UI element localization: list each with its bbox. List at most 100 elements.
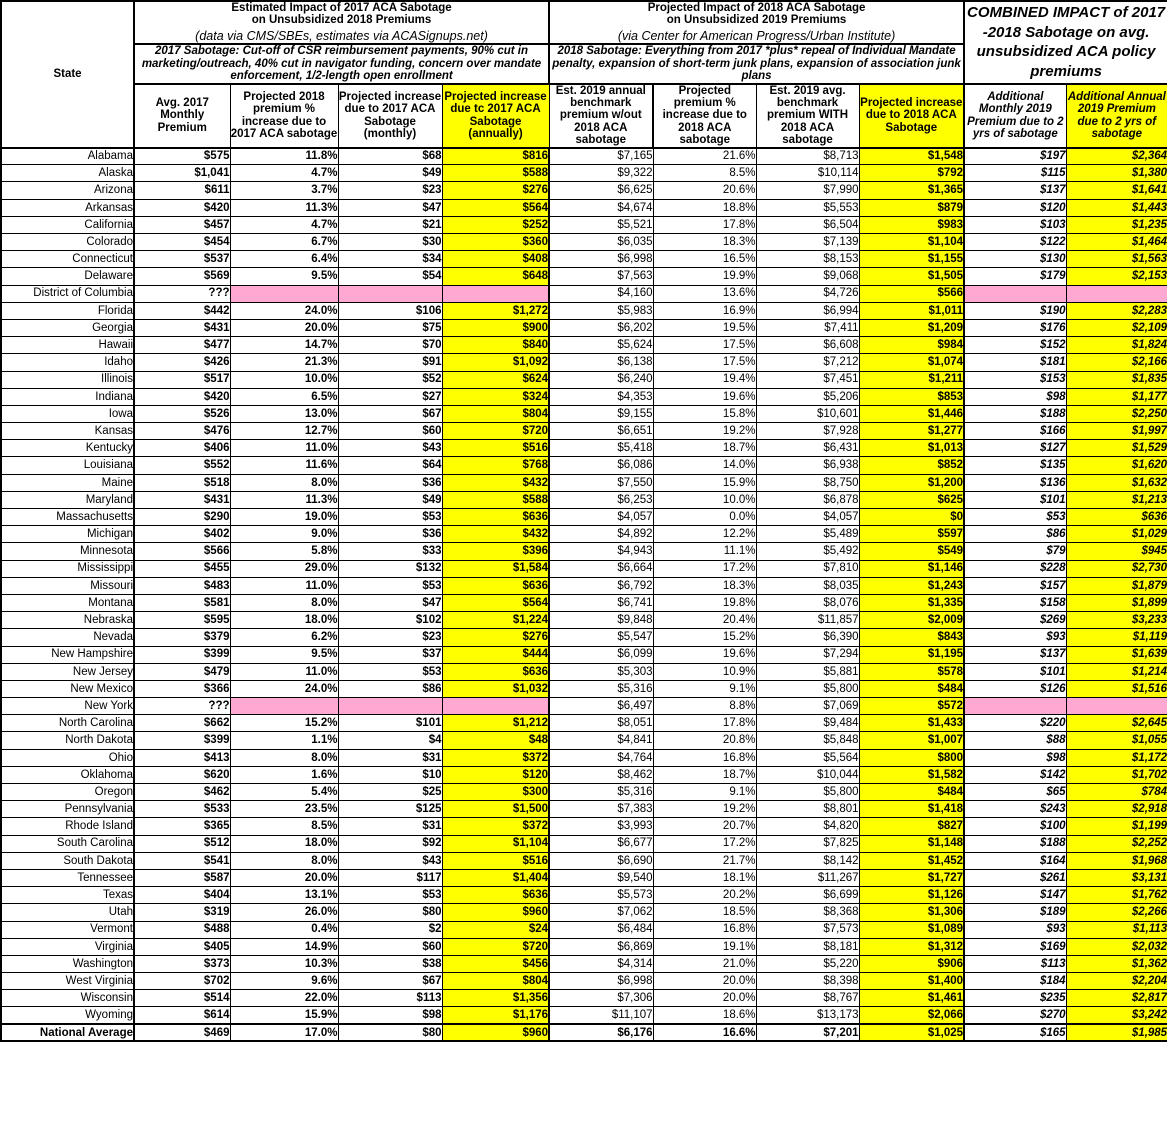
table-row: Washington $373 10.3% $38 $456 $4,314 21.0% $5,… bbox=[0, 954, 1167, 974]
cell-value: $4,057 bbox=[548, 507, 654, 527]
cell-value: $189 bbox=[963, 903, 1067, 922]
cell-value: 17.8% bbox=[652, 215, 757, 235]
cell-value: $60 bbox=[337, 937, 443, 956]
cell-value: $4,057 bbox=[755, 507, 860, 527]
cell-value: $1,007 bbox=[858, 731, 965, 750]
cell-value: $54 bbox=[337, 267, 443, 286]
cell-value: 11.1% bbox=[652, 542, 757, 561]
table-row: Delaware $569 9.5% $54 $648 $7,563 19.9% $9,068… bbox=[0, 267, 1167, 286]
cell-value: $190 bbox=[963, 301, 1067, 320]
cell-value: $7,563 bbox=[548, 267, 654, 286]
cell-value: $488 bbox=[133, 920, 231, 939]
cell-value: 6.2% bbox=[229, 628, 339, 647]
cell-value: $6,699 bbox=[755, 886, 860, 905]
cell-state: Colorado bbox=[0, 232, 135, 252]
cell-value: $906 bbox=[858, 954, 965, 974]
cell-value: 15.2% bbox=[229, 714, 339, 733]
cell-value: $426 bbox=[133, 353, 231, 372]
table-row: South Dakota $541 8.0% $43 $516 $6,690 21.7% $8… bbox=[0, 851, 1167, 870]
cell-value: $6,099 bbox=[548, 645, 654, 664]
cell-value: 9.0% bbox=[229, 525, 339, 544]
cell-state: California bbox=[0, 215, 135, 235]
cell-value: $98 bbox=[337, 1006, 443, 1025]
cell-value: $176 bbox=[963, 318, 1067, 338]
cell-value: 20.0% bbox=[652, 972, 757, 991]
cell-value: $31 bbox=[337, 817, 443, 836]
cell-value: $5,521 bbox=[548, 215, 654, 235]
cell-value: 16.8% bbox=[652, 748, 757, 767]
cell-value: $5,220 bbox=[755, 954, 860, 974]
cell-state: Iowa bbox=[0, 404, 135, 424]
cell-value: $405 bbox=[133, 937, 231, 956]
cell-value: $53 bbox=[337, 662, 443, 681]
cell-value: $1,148 bbox=[858, 834, 965, 853]
cell-value: $5,489 bbox=[755, 525, 860, 544]
cell-value: $49 bbox=[337, 490, 443, 510]
cell-value: 16.6% bbox=[652, 1023, 757, 1043]
cell-value: 12.2% bbox=[652, 525, 757, 544]
cell-value bbox=[1065, 697, 1167, 716]
cell-value: $5,316 bbox=[548, 679, 654, 699]
cell-value: $130 bbox=[963, 250, 1067, 269]
cell-value: $373 bbox=[133, 954, 231, 974]
cell-value: 9.1% bbox=[652, 782, 757, 802]
cell-value: $1,146 bbox=[858, 559, 965, 578]
cell-value: $1,461 bbox=[858, 989, 965, 1008]
header-row-notes: 2017 Sabotage: Cut-off of CSR reimbursem… bbox=[1, 43, 1167, 85]
cell-value: 20.0% bbox=[229, 868, 339, 888]
cell-value: $101 bbox=[963, 490, 1067, 510]
cell-state: Nebraska bbox=[0, 611, 135, 630]
table-body: Alabama $575 11.8% $68 $816 $7,165 21.6% $8,713… bbox=[0, 147, 1167, 1043]
table-row: Oklahoma $620 1.6% $10 $120 $8,462 18.7% $10,04… bbox=[0, 765, 1167, 785]
cell-value: $276 bbox=[441, 181, 550, 200]
cell-value: $533 bbox=[133, 800, 231, 819]
cell-value: $68 bbox=[337, 147, 443, 166]
cell-value: $1,362 bbox=[1065, 954, 1167, 974]
table-row: Iowa $526 13.0% $67 $804 $9,155 15.8% $10,601 $1… bbox=[0, 404, 1167, 424]
cell-value: $983 bbox=[858, 215, 965, 235]
cell-state: Arizona bbox=[0, 181, 135, 200]
cell-value: $1,195 bbox=[858, 645, 965, 664]
cell-value: $1,762 bbox=[1065, 886, 1167, 905]
cell-value: $1,155 bbox=[858, 250, 965, 269]
cell-value: $4,353 bbox=[548, 387, 654, 406]
cell-state: New York bbox=[0, 697, 135, 716]
cell-state: New Jersey bbox=[0, 662, 135, 681]
cell-value: 29.0% bbox=[229, 559, 339, 578]
cell-value: 11.3% bbox=[229, 490, 339, 510]
cell-value: $1,356 bbox=[441, 989, 550, 1008]
cell-value: $75 bbox=[337, 318, 443, 338]
cell-value: $5,800 bbox=[755, 679, 860, 699]
cell-value: $7,451 bbox=[755, 370, 860, 389]
cell-value: $164 bbox=[963, 851, 1067, 870]
cell-value: $1,119 bbox=[1065, 628, 1167, 647]
cell-value: $569 bbox=[133, 267, 231, 286]
cell-value: $7,294 bbox=[755, 645, 860, 664]
cell-value: $1,563 bbox=[1065, 250, 1167, 269]
cell-value: $1,632 bbox=[1065, 473, 1167, 492]
cell-value: $6,390 bbox=[755, 628, 860, 647]
table-row: Arizona $611 3.7% $23 $276 $6,625 20.6% $7,990 $… bbox=[0, 181, 1167, 200]
cell-value: $53 bbox=[337, 576, 443, 595]
cell-value: $1,443 bbox=[1065, 198, 1167, 217]
cell-value: $1,126 bbox=[858, 886, 965, 905]
table-row: Minnesota $566 5.8% $33 $396 $4,943 11.1% $5,49… bbox=[0, 542, 1167, 561]
cell-value: 11.3% bbox=[229, 198, 339, 217]
cell-value: 19.6% bbox=[652, 645, 757, 664]
cell-value: $2,252 bbox=[1065, 834, 1167, 853]
cell-value: $36 bbox=[337, 473, 443, 492]
cell-state: Michigan bbox=[0, 525, 135, 544]
cell-value: $5,316 bbox=[548, 782, 654, 802]
cell-value: $1,452 bbox=[858, 851, 965, 870]
table-header: State Estimated Impact of 2017 ACA Sabot… bbox=[0, 0, 1167, 149]
cell-value: $768 bbox=[441, 456, 550, 475]
cell-value: $1,177 bbox=[1065, 387, 1167, 406]
cell-value: $431 bbox=[133, 318, 231, 338]
cell-value: 20.4% bbox=[652, 611, 757, 630]
cell-state: Maine bbox=[0, 473, 135, 492]
cell-value: $879 bbox=[858, 198, 965, 217]
cell-value: $102 bbox=[337, 611, 443, 630]
cell-value: $572 bbox=[858, 697, 965, 716]
cell-value: $53 bbox=[337, 886, 443, 905]
cell-value: 14.9% bbox=[229, 937, 339, 956]
